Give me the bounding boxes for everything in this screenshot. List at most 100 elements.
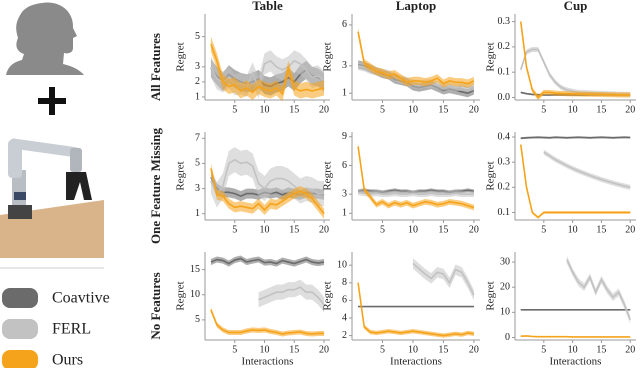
robot-image <box>0 120 104 260</box>
series-line <box>258 286 325 306</box>
series-line <box>357 146 475 209</box>
x-tick-label: 10 <box>408 344 418 355</box>
y-tick-label: 15 <box>190 264 200 275</box>
y-tick-label: 5 <box>195 31 200 42</box>
y-tick-label: 2 <box>342 330 347 341</box>
series-line <box>210 309 325 335</box>
y-tick-label: 3 <box>195 183 200 194</box>
error-band <box>358 280 474 338</box>
column-title: Cup <box>564 0 588 13</box>
y-tick-label: 6 <box>342 19 347 30</box>
x-tick-label: 5 <box>380 344 385 355</box>
x-tick-label: 20 <box>625 344 635 355</box>
y-axis-label: Regret <box>175 281 187 310</box>
y-tick-label: 5 <box>195 314 200 325</box>
error-band <box>210 36 325 102</box>
x-axis-label: Interactions <box>550 356 602 368</box>
x-axis-label: Interactions <box>242 356 294 368</box>
y-tick-label: 0.2 <box>498 182 511 193</box>
error-band <box>358 27 474 88</box>
error-band <box>412 258 474 301</box>
row-title: All Features <box>148 33 163 101</box>
x-tick-label: 15 <box>289 344 299 355</box>
y-tick-label: 1 <box>195 208 200 219</box>
y-tick-label: 1 <box>342 208 347 219</box>
x-tick-label: 10 <box>568 104 578 115</box>
x-tick-label: 15 <box>438 224 448 235</box>
series-line <box>519 144 631 219</box>
series-line <box>210 257 325 265</box>
error-band <box>210 163 325 219</box>
x-tick-label: 5 <box>232 344 237 355</box>
x-tick-label: 20 <box>625 104 635 115</box>
legend-swatch <box>2 350 38 368</box>
x-tick-label: 5 <box>380 104 385 115</box>
series-line <box>519 21 631 99</box>
y-tick-label: 3 <box>342 188 347 199</box>
error-band <box>520 19 631 100</box>
legend-swatch <box>2 319 38 339</box>
y-tick-label: 0.4 <box>498 131 511 142</box>
y-tick-label: 2 <box>195 76 200 87</box>
y-tick-label: 6 <box>342 295 347 306</box>
x-tick-label: 10 <box>568 344 578 355</box>
x-tick-label: 15 <box>438 104 448 115</box>
y-tick-label: 30 <box>500 256 510 267</box>
y-axis-label: Regret <box>485 281 497 310</box>
series-line <box>520 48 631 96</box>
row-title: No Features <box>148 272 163 339</box>
x-tick-label: 20 <box>319 344 329 355</box>
legend-swatch <box>2 288 38 308</box>
legend: Coavtive FERL Ours <box>2 288 110 368</box>
y-tick-label: 1 <box>195 91 200 102</box>
y-tick-label: 10 <box>500 307 510 318</box>
x-tick-label: 5 <box>232 224 237 235</box>
series-line <box>210 168 325 215</box>
x-axis-label: Interactions <box>390 356 442 368</box>
x-tick-label: 15 <box>289 224 299 235</box>
y-tick-label: 7 <box>195 133 200 144</box>
x-tick-label: 5 <box>541 224 546 235</box>
series-line <box>543 151 631 189</box>
y-tick-label: 0.2 <box>498 41 511 52</box>
row-title: One Feature Missing <box>148 127 163 244</box>
series-line <box>357 191 474 195</box>
y-tick-label: 20 <box>500 281 510 292</box>
y-tick-label: 4 <box>342 312 347 323</box>
series-line <box>357 282 475 337</box>
x-tick-label: 20 <box>319 104 329 115</box>
y-tick-label: 0 <box>505 332 510 343</box>
y-axis-label: Regret <box>485 42 497 71</box>
x-tick-label: 15 <box>438 344 448 355</box>
y-tick-label: 0.3 <box>498 16 511 27</box>
y-tick-label: 0.3 <box>498 156 511 167</box>
x-tick-label: 20 <box>469 344 479 355</box>
column-title: Table <box>252 0 283 13</box>
error-band <box>566 255 631 324</box>
x-tick-label: 20 <box>469 104 479 115</box>
y-tick-label: 8 <box>342 277 347 288</box>
error-band <box>520 46 631 97</box>
x-tick-label: 5 <box>541 104 546 115</box>
person-icon <box>6 2 84 75</box>
x-tick-label: 10 <box>260 344 270 355</box>
legend-label: FERL <box>52 321 91 338</box>
x-tick-label: 10 <box>408 224 418 235</box>
y-tick-label: 9 <box>342 131 347 142</box>
error-band <box>543 149 631 190</box>
y-axis-label: Regret <box>485 161 497 190</box>
y-axis-label: Regret <box>322 161 334 190</box>
x-tick-label: 5 <box>541 344 546 355</box>
y-axis-label: Regret <box>175 161 187 190</box>
y-tick-label: 6 <box>342 160 347 171</box>
x-tick-label: 15 <box>289 104 299 115</box>
x-tick-label: 15 <box>596 344 606 355</box>
x-tick-label: 5 <box>380 224 385 235</box>
y-tick-label: 0.0 <box>498 92 511 103</box>
x-tick-label: 10 <box>260 104 270 115</box>
x-tick-label: 5 <box>232 104 237 115</box>
y-axis-label: Regret <box>322 42 334 71</box>
plus-icon <box>49 87 55 115</box>
y-tick-label: 1 <box>342 87 347 98</box>
